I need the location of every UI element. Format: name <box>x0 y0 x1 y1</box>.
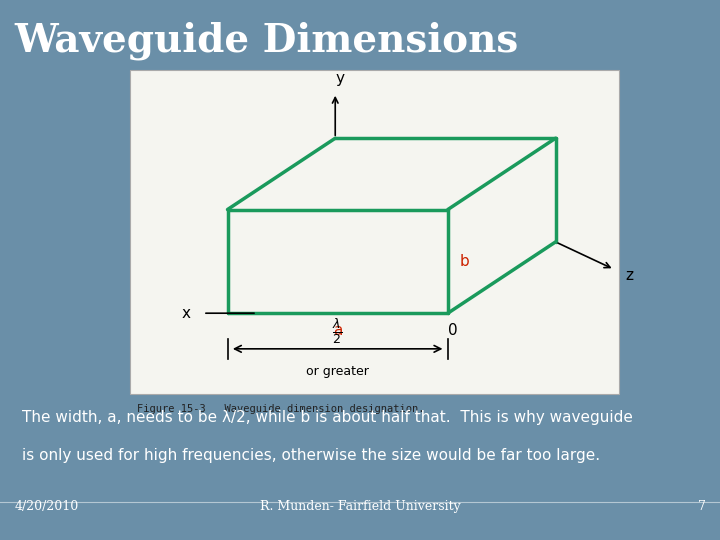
Text: 7: 7 <box>698 500 706 513</box>
Text: 4/20/2010: 4/20/2010 <box>14 500 78 513</box>
Text: x: x <box>181 306 191 321</box>
Text: Waveguide Dimensions: Waveguide Dimensions <box>14 22 518 60</box>
Text: Figure 15-3   Waveguide dimension designation.: Figure 15-3 Waveguide dimension designat… <box>137 404 424 414</box>
Text: 0: 0 <box>448 323 457 338</box>
Text: is only used for high frequencies, otherwise the size would be far too large.: is only used for high frequencies, other… <box>22 448 600 463</box>
Text: The width, a, needs to be λ/2, while b is about half that.  This is why waveguid: The width, a, needs to be λ/2, while b i… <box>22 410 632 426</box>
Text: R. Munden- Fairfield University: R. Munden- Fairfield University <box>260 500 460 513</box>
Text: b: b <box>460 254 470 269</box>
Text: y: y <box>336 71 345 86</box>
Text: or greater: or greater <box>306 365 369 378</box>
Bar <box>130 70 619 394</box>
Text: z: z <box>625 268 633 284</box>
Text: $\frac{\lambda}{2}$: $\frac{\lambda}{2}$ <box>333 316 343 346</box>
Text: a: a <box>333 323 343 338</box>
